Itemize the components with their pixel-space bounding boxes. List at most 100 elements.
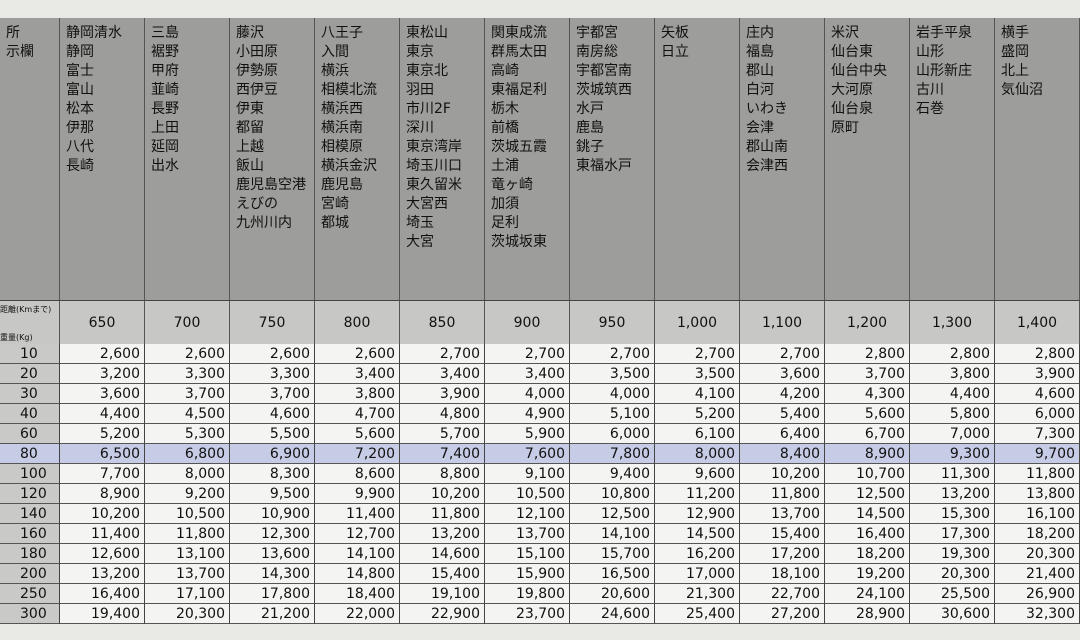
distance: 1,000 [655,300,740,344]
price: 3,700 [825,364,910,384]
area-header: 岩手平泉 山形 山形新庄 古川 石巻 [910,18,995,300]
price: 3,300 [230,364,315,384]
weight: 300 [0,604,60,624]
area-name: 長野 [151,101,179,117]
distance: 950 [570,300,655,344]
area-name: 鹿児島空港 [236,177,306,193]
price: 4,600 [230,404,315,424]
price: 14,100 [570,524,655,544]
area-name: 銚子 [576,139,604,155]
price: 21,300 [655,584,740,604]
area-name: 横浜南 [321,120,363,136]
price: 24,100 [825,584,910,604]
area-name: 八代 [66,139,94,155]
price: 12,500 [825,484,910,504]
area-header: 矢板 日立 [655,18,740,300]
area-name: 盛岡 [1001,44,1029,60]
price: 17,300 [910,524,995,544]
price: 9,400 [570,464,655,484]
area-name: 小田原 [236,44,278,60]
price: 2,600 [60,344,145,364]
area-name: 静岡 [66,44,94,60]
distance: 900 [485,300,570,344]
price: 3,400 [315,364,400,384]
price: 26,900 [995,584,1080,604]
price: 5,700 [400,424,485,444]
price: 4,300 [825,384,910,404]
price: 22,000 [315,604,400,624]
weight: 100 [0,464,60,484]
area-name: 茨城五霞 [491,139,547,155]
price: 19,100 [400,584,485,604]
price: 12,500 [570,504,655,524]
corner-text: 示欄 [6,44,34,60]
price: 20,300 [910,564,995,584]
corner-header: 所示欄 [0,18,60,300]
area-name: 横浜西 [321,101,363,117]
distance: 800 [315,300,400,344]
price: 16,200 [655,544,740,564]
area-header: 三島 裾野 甲府 韮崎 長野 上田 延岡 出水 [145,18,230,300]
price: 9,700 [995,444,1080,464]
weight: 10 [0,344,60,364]
price: 2,700 [655,344,740,364]
price: 3,600 [740,364,825,384]
area-name: 福島 [746,44,774,60]
area-name: 茨城筑西 [576,82,632,98]
area-name: 藤沢 [236,25,264,41]
price: 2,700 [570,344,655,364]
area-name: 東福水戸 [576,158,632,174]
area-name: 東京北 [406,63,448,79]
price: 5,200 [60,424,145,444]
price: 5,800 [910,404,995,424]
area-name: 長崎 [66,158,94,174]
price: 3,600 [60,384,145,404]
price: 11,400 [315,504,400,524]
area-name: 栃木 [491,101,519,117]
price: 5,600 [825,404,910,424]
area-name: 東京 [406,44,434,60]
area-name: 前橋 [491,120,519,136]
price: 2,700 [485,344,570,364]
price: 7,000 [910,424,995,444]
price: 8,900 [60,484,145,504]
price: 28,900 [825,604,910,624]
price: 7,400 [400,444,485,464]
distance: 850 [400,300,485,344]
area-name: 甲府 [151,63,179,79]
price: 19,300 [910,544,995,564]
area-name: 伊東 [236,101,264,117]
weight: 200 [0,564,60,584]
price: 7,700 [60,464,145,484]
price: 2,600 [315,344,400,364]
price: 2,600 [145,344,230,364]
area-name: 八王子 [321,25,363,41]
price: 18,400 [315,584,400,604]
price: 5,600 [315,424,400,444]
area-name: 羽田 [406,82,434,98]
price: 15,400 [740,524,825,544]
area-name: 鹿島 [576,120,604,136]
area-name: 静岡清水 [66,25,122,41]
price: 10,500 [485,484,570,504]
area-name: 茨城坂東 [491,234,547,250]
area-name: 原町 [831,120,859,136]
distance-label-cell: 距離(Kmまで) 重量(Kg) [0,300,60,344]
price: 9,900 [315,484,400,504]
price: 16,500 [570,564,655,584]
price: 6,900 [230,444,315,464]
price: 15,100 [485,544,570,564]
area-header: 横手 盛岡 北上 気仙沼 [995,18,1080,300]
price: 23,700 [485,604,570,624]
area-name: 足利 [491,215,519,231]
price: 4,500 [145,404,230,424]
area-name: 竜ヶ崎 [491,177,533,193]
distance-label: 距離(Kmまで) [0,305,52,314]
area-name: 西伊豆 [236,82,278,98]
weight: 160 [0,524,60,544]
area-header: 米沢 仙台東 仙台中央 大河原 仙台泉 原町 [825,18,910,300]
area-name: 横浜 [321,63,349,79]
area-name: 会津 [746,120,774,136]
price: 3,400 [400,364,485,384]
